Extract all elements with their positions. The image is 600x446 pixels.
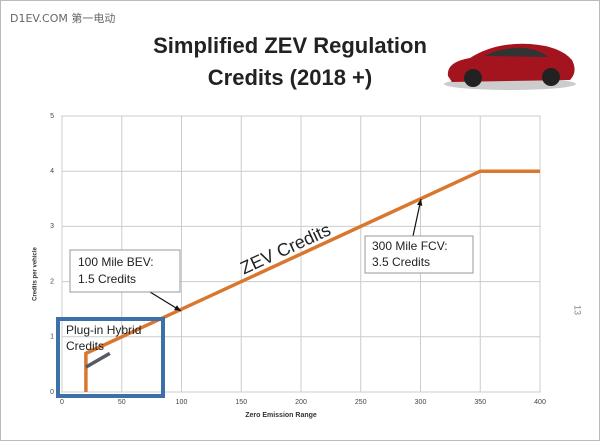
annotation-text: 1.5 Credits xyxy=(78,272,136,286)
y-tick-label: 5 xyxy=(50,113,54,120)
x-tick-label: 250 xyxy=(355,399,367,406)
x-tick-label: 100 xyxy=(176,399,188,406)
annotation-text: 3.5 Credits xyxy=(372,255,430,269)
chart-title: Simplified ZEV Regulation xyxy=(153,33,427,58)
data-line xyxy=(85,351,111,369)
annotation-box xyxy=(69,249,181,293)
y-axis-label: Credits per vehicle xyxy=(33,246,39,300)
data-line xyxy=(84,169,540,392)
chart-title: Credits (2018 +) xyxy=(208,65,372,90)
watermark: D1EV.COM 第一电动 xyxy=(10,11,115,25)
annotation-box xyxy=(56,317,165,398)
x-tick-label: 300 xyxy=(415,399,427,406)
x-tick-label: 50 xyxy=(118,399,126,406)
annotation-text: 300 Mile FCV: xyxy=(372,239,448,253)
annotation-box xyxy=(364,235,474,274)
annotation-text: 100 Mile BEV: xyxy=(78,255,154,269)
y-tick-label: 2 xyxy=(50,278,54,285)
page-number: 13 xyxy=(573,305,583,315)
arrow-head xyxy=(416,199,423,206)
y-tick-label: 3 xyxy=(50,223,54,230)
car-image xyxy=(444,43,576,90)
y-tick-label: 1 xyxy=(50,334,54,341)
annotation-text: Plug-in Hybrid xyxy=(66,323,141,337)
arrow-head xyxy=(174,305,181,311)
x-tick-label: 150 xyxy=(235,399,247,406)
y-tick-label: 0 xyxy=(50,389,54,396)
x-tick-label: 350 xyxy=(474,399,486,406)
x-tick-label: 200 xyxy=(295,399,307,406)
x-axis-label: Zero Emission Range xyxy=(245,412,317,419)
y-tick-label: 4 xyxy=(50,168,54,175)
x-tick-label: 400 xyxy=(534,399,546,406)
x-tick-label: 0 xyxy=(60,399,64,406)
annotation-text: Credits xyxy=(66,339,104,353)
